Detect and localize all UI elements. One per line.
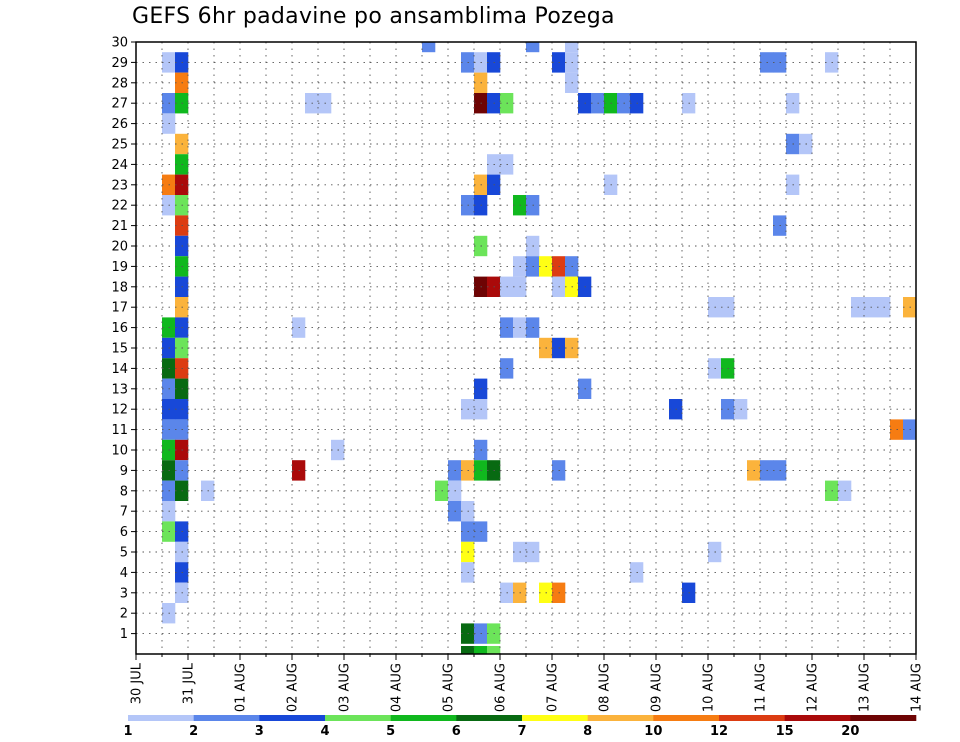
colorbar-swatch: [850, 715, 917, 721]
y-tick-label: 26: [111, 117, 128, 132]
heatmap-cell: [422, 42, 436, 53]
heatmap-cell: [487, 646, 501, 654]
y-tick-label: 16: [111, 321, 128, 336]
y-tick-label: 17: [111, 301, 128, 316]
colorbar-label: 2: [189, 724, 198, 739]
colorbar-label: 10: [644, 724, 662, 739]
x-tick-label: 11 AUG: [754, 663, 769, 712]
y-tick-label: 25: [111, 138, 128, 153]
x-tick-label: 13 AUG: [858, 663, 873, 712]
y-tick-label: 29: [111, 56, 128, 71]
y-tick-label: 18: [111, 280, 128, 295]
y-tick-label: 30: [111, 36, 128, 51]
x-tick-label: 04 AUG: [390, 663, 405, 712]
grid-lines: [136, 41, 916, 654]
colorbar-label: 15: [776, 724, 794, 739]
colorbar-swatch: [653, 715, 720, 721]
y-tick-label: 8: [120, 484, 128, 499]
colorbar-swatch: [390, 715, 457, 721]
y-tick-label: 4: [120, 566, 128, 581]
colorbar: 1 2 3 4 5 6 7 8 10 12 15 20: [123, 715, 917, 739]
x-tick-label: 10 AUG: [702, 663, 717, 712]
y-tick-label: 11: [111, 423, 128, 438]
y-tick-label: 12: [111, 403, 128, 418]
y-tick-label: 6: [120, 525, 128, 540]
y-tick-label: 27: [111, 97, 128, 112]
colorbar-swatch: [522, 715, 588, 721]
heatmap-cell: [474, 646, 488, 654]
colorbar-label: 12: [710, 724, 728, 739]
y-tick-label: 28: [111, 76, 128, 91]
x-tick-label: 09 AUG: [650, 663, 665, 712]
colorbar-label: 1: [123, 724, 132, 739]
y-tick-label: 21: [111, 219, 128, 234]
x-tick-label: 12 AUG: [806, 663, 821, 712]
colorbar-swatch: [193, 715, 260, 721]
y-tick-label: 5: [120, 546, 128, 561]
colorbar-swatch: [784, 715, 851, 721]
y-tick-label: 3: [120, 586, 128, 601]
x-tick-label: 14 AUG: [910, 663, 925, 712]
colorbar-swatch: [128, 715, 194, 721]
y-tick-label: 10: [111, 444, 128, 459]
x-tick-label: 08 AUG: [598, 663, 613, 712]
y-tick-label: 2: [120, 607, 128, 622]
x-axis: 30 JUL 31 JUL 01 AUG 02 AUG 03 AUG 04 AUG 05 A…: [130, 654, 925, 712]
y-tick-label: 1: [120, 627, 128, 642]
y-tick-label: 23: [111, 178, 128, 193]
y-tick-label: 20: [111, 240, 128, 255]
x-tick-label: 30 JUL: [130, 662, 145, 704]
colorbar-swatch: [587, 715, 654, 721]
x-tick-label: 07 AUG: [546, 663, 561, 712]
x-tick-label: 01 AUG: [234, 663, 249, 712]
y-tick-label: 19: [111, 260, 128, 275]
colorbar-swatch: [259, 715, 326, 721]
x-tick-label: 03 AUG: [338, 663, 353, 712]
colorbar-label: 4: [320, 724, 329, 739]
heatmap-cell: [526, 42, 540, 53]
colorbar-swatch: [456, 715, 523, 721]
chart-title: GEFS 6hr padavine po ansamblima Pozega: [132, 4, 615, 29]
colorbar-label: 5: [386, 724, 395, 739]
x-tick-label: 31 JUL: [182, 662, 197, 704]
colorbar-label: 20: [841, 724, 859, 739]
colorbar-swatch: [325, 715, 391, 721]
colorbar-label: 3: [255, 724, 264, 739]
y-tick-label: 22: [111, 199, 128, 214]
x-tick-label: 02 AUG: [286, 663, 301, 712]
y-tick-label: 15: [111, 342, 128, 357]
x-tick-label: 06 AUG: [494, 663, 509, 712]
y-tick-label: 13: [111, 382, 128, 397]
y-tick-label: 24: [111, 158, 128, 173]
x-tick-label: 05 AUG: [442, 663, 457, 712]
heatmap-cell: [565, 42, 579, 53]
y-tick-label: 9: [120, 464, 128, 479]
colorbar-swatch: [719, 715, 785, 721]
y-axis: 1234567891011121314151617181920212223242…: [111, 36, 136, 642]
y-tick-label: 14: [111, 362, 128, 377]
y-tick-label: 7: [120, 505, 128, 520]
heatmap-cell: [461, 646, 475, 654]
colorbar-label: 8: [583, 724, 592, 739]
colorbar-label: 6: [452, 724, 461, 739]
colorbar-label: 7: [517, 724, 526, 739]
